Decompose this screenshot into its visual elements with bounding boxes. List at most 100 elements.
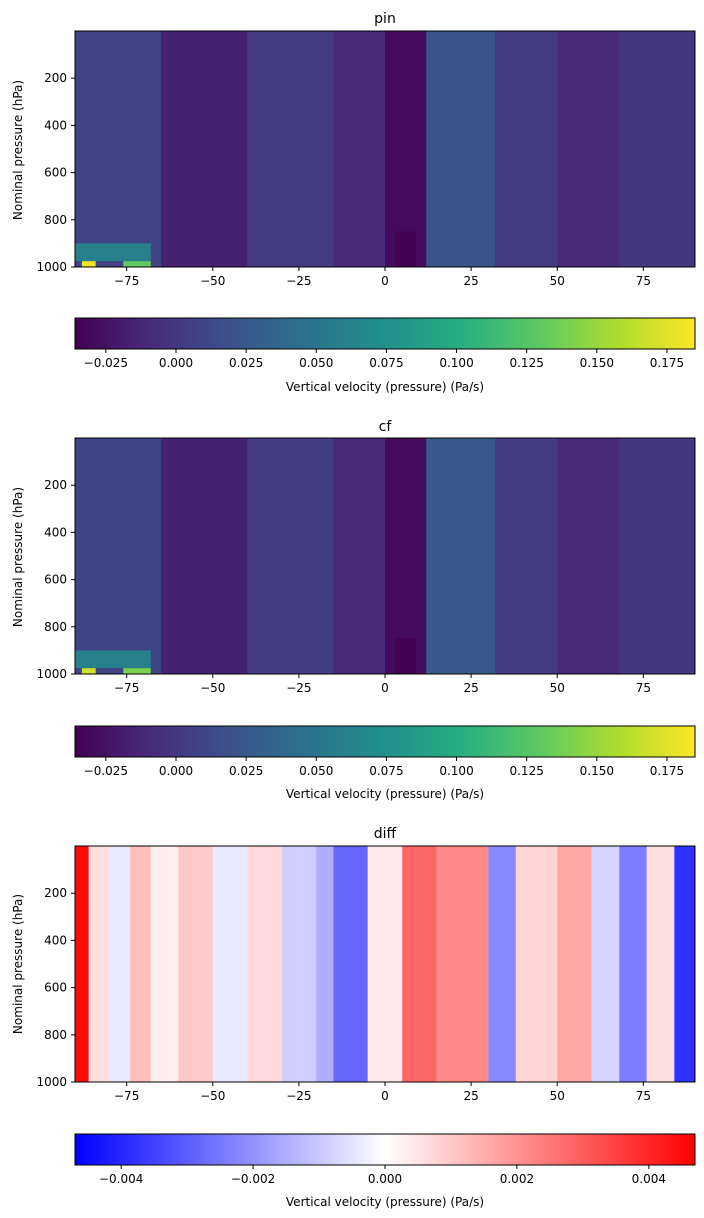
colorbar-tick-label: 0.050 [299, 764, 333, 778]
y-tick-label: 1000 [36, 1075, 67, 1089]
heatmap-cell [281, 846, 317, 1082]
heatmap-cell [123, 668, 151, 674]
heatmap-cell [674, 846, 695, 1082]
x-tick-label: 50 [550, 681, 565, 695]
colorbar-ticks: −0.025 0.000 0.025 0.050 0.075 0.100 0.125 0.15… [84, 349, 684, 370]
colorbar-tick-label: 0.100 [439, 764, 473, 778]
y-tick-label: 400 [44, 525, 67, 539]
heatmap-cell [75, 650, 151, 669]
y-axis: 200 400 600 800 1000 [36, 886, 75, 1089]
heatmap-cell [333, 846, 368, 1082]
y-tick-label: 400 [44, 933, 67, 947]
heatmap-cell [161, 31, 248, 267]
x-tick-label: −25 [286, 274, 311, 288]
x-tick-label: 25 [463, 1089, 478, 1103]
heatmap-cell [385, 31, 427, 267]
x-tick-label: 75 [636, 681, 651, 695]
colorbar-tick-label: 0.000 [368, 1172, 402, 1186]
colorbar-tick-label: 0.004 [632, 1172, 666, 1186]
x-tick-label: −50 [200, 1089, 225, 1103]
y-axis-label: Nominal pressure (hPa) [11, 487, 25, 627]
heatmap-cell [316, 846, 334, 1082]
x-tick-label: 50 [550, 1089, 565, 1103]
y-tick-label: 800 [44, 620, 67, 634]
y-tick-label: 600 [44, 573, 67, 587]
x-tick-label: 25 [463, 274, 478, 288]
x-axis: −75 −50 −25 0 25 50 75 [114, 1082, 651, 1103]
heatmap-cell [130, 846, 151, 1082]
heatmap-cell [557, 846, 592, 1082]
colorbar-label: Vertical velocity (pressure) (Pa/s) [286, 787, 484, 801]
heatmap-cell [385, 438, 427, 674]
x-tick-label: −25 [286, 681, 311, 695]
y-axis-label: Nominal pressure (hPa) [11, 80, 25, 220]
x-tick-label: 0 [381, 274, 389, 288]
heatmap-cell [333, 31, 385, 267]
heatmap-cell [646, 846, 675, 1082]
heatmap-cell [495, 438, 558, 674]
heatmap-cell [619, 438, 695, 674]
colorbar-tick-label: 0.002 [500, 1172, 534, 1186]
heatmap-cell [557, 438, 620, 674]
y-tick-label: 600 [44, 166, 67, 180]
colorbar-ticks: −0.004 −0.002 0.000 0.002 0.004 [99, 1165, 666, 1186]
colorbar: −0.025 0.000 0.025 0.050 0.075 0.100 0.125 0.15… [74, 317, 696, 394]
y-tick-label: 200 [44, 886, 67, 900]
heatmap-cell [367, 846, 403, 1082]
colorbar-tick-label: 0.125 [509, 356, 543, 370]
y-tick-label: 1000 [36, 667, 67, 681]
heatmap-cell [436, 846, 489, 1082]
heatmap-cell [75, 243, 151, 262]
colorbar-tick-label: 0.100 [439, 356, 473, 370]
colorbar: −0.025 0.000 0.025 0.050 0.075 0.100 0.125 0.15… [74, 725, 696, 801]
x-tick-label: −50 [200, 681, 225, 695]
heatmap-cell [488, 846, 516, 1082]
colorbar-tick-label: −0.004 [99, 1172, 143, 1186]
colorbar-gradient [74, 1133, 696, 1166]
heatmap-cell [426, 438, 496, 674]
heatmap-cell [247, 438, 334, 674]
heatmap-cell [247, 846, 282, 1082]
heatmap-cell [619, 31, 695, 267]
colorbar-tick-label: 0.175 [650, 764, 684, 778]
heatmap-cell [395, 638, 416, 674]
heatmap-cell [109, 846, 131, 1082]
colorbar-gradient [74, 317, 696, 350]
heatmap-cell [75, 846, 89, 1082]
y-tick-label: 400 [44, 118, 67, 132]
y-tick-label: 200 [44, 71, 67, 85]
x-tick-label: 50 [550, 274, 565, 288]
panel-diff: diff Nominal pressure (hPa) −75 −50 −25 0 25… [11, 826, 696, 1209]
heatmap-cell [81, 261, 96, 267]
chart-title: diff [374, 826, 397, 842]
heatmap-cell [247, 31, 334, 267]
heatmap-cell [557, 31, 620, 267]
y-axis-label: Nominal pressure (hPa) [11, 894, 25, 1034]
colorbar-label: Vertical velocity (pressure) (Pa/s) [286, 1195, 484, 1209]
plot-frame [74, 30, 696, 268]
heatmap-cell [495, 31, 558, 267]
plot-frame [74, 845, 696, 1083]
y-tick-label: 600 [44, 981, 67, 995]
heatmap-cell [333, 438, 385, 674]
chart-title: cf [379, 419, 393, 435]
x-tick-label: 0 [381, 1089, 389, 1103]
colorbar-tick-label: −0.025 [84, 356, 128, 370]
colorbar-tick-label: 0.150 [580, 764, 614, 778]
colorbar-tick-label: 0.025 [229, 356, 263, 370]
x-tick-label: −50 [200, 274, 225, 288]
colorbar-tick-label: −0.002 [231, 1172, 275, 1186]
heatmap-cell [515, 846, 558, 1082]
colorbar-gradient [74, 725, 696, 758]
heatmap-cell [178, 846, 213, 1082]
heatmap-cell [161, 438, 248, 674]
x-tick-label: 75 [636, 1089, 651, 1103]
x-tick-label: 25 [463, 681, 478, 695]
x-tick-label: −25 [286, 1089, 311, 1103]
colorbar-tick-label: 0.125 [509, 764, 543, 778]
heatmap-cell [212, 846, 248, 1082]
heatmap-cell [75, 31, 162, 267]
x-axis: −75 −50 −25 0 25 50 75 [114, 267, 651, 288]
heatmap [75, 846, 695, 1082]
